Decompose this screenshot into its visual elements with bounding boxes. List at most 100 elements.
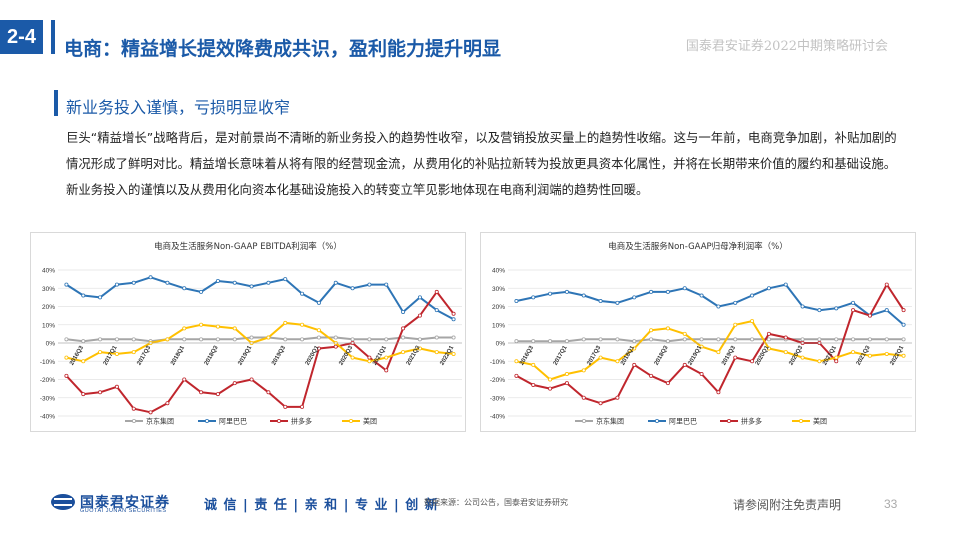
page-title: 电商：精益增长提效降费成共识，盈利能力提升明显 — [64, 38, 502, 60]
data-point — [333, 344, 338, 349]
data-point — [417, 337, 422, 342]
data-point — [232, 326, 237, 331]
series-line — [65, 276, 455, 321]
data-point — [81, 392, 86, 397]
y-tick-label: 0% — [496, 341, 506, 348]
data-point — [266, 335, 271, 340]
data-point — [851, 308, 856, 313]
legend-label: 美团 — [813, 417, 827, 426]
legend-label: 京东集团 — [596, 417, 624, 426]
chart-frame — [480, 232, 916, 432]
data-point — [766, 331, 771, 336]
data-point — [682, 337, 687, 342]
data-point — [581, 293, 586, 298]
data-point — [367, 359, 372, 364]
legend-marker — [582, 418, 587, 423]
data-point — [901, 308, 906, 313]
data-point — [249, 377, 254, 382]
y-tick-label: 40% — [492, 268, 505, 275]
data-point — [64, 373, 69, 378]
data-point — [615, 337, 620, 342]
data-point — [417, 313, 422, 318]
y-tick-label: 10% — [492, 322, 505, 329]
data-point — [867, 313, 872, 318]
data-point — [834, 337, 839, 342]
data-point — [131, 406, 136, 411]
data-point — [199, 289, 204, 294]
data-point — [434, 289, 439, 294]
data-point — [800, 337, 805, 342]
data-point — [401, 326, 406, 331]
data-point — [182, 377, 187, 382]
disclaimer-link[interactable]: 请参阅附注免责声明 — [733, 498, 842, 512]
data-point — [98, 390, 103, 395]
data-point — [283, 337, 288, 342]
y-tick-label: -20% — [490, 377, 505, 384]
legend-marker — [348, 418, 353, 423]
data-point — [649, 289, 654, 294]
logo-icon — [51, 494, 75, 510]
data-point — [148, 275, 153, 280]
data-point — [384, 337, 389, 342]
data-point — [716, 337, 721, 342]
data-point — [564, 289, 569, 294]
data-point — [434, 350, 439, 355]
data-point — [632, 362, 637, 367]
series-line — [515, 283, 905, 405]
data-point — [581, 368, 586, 373]
y-tick-label: 20% — [492, 304, 505, 311]
data-point — [514, 373, 519, 378]
data-point — [451, 351, 456, 356]
data-point — [114, 282, 119, 287]
chart-title: 电商及生活服务Non-GAAP归母净利润率（%） — [608, 241, 787, 252]
chart-ebitda-margin: 电商及生活服务Non-GAAP EBITDA利润率（%） 40% 30% 20% 10%… — [30, 232, 466, 432]
data-point — [531, 339, 536, 344]
series-line — [516, 283, 905, 326]
data-point — [800, 355, 805, 360]
data-point — [283, 404, 288, 409]
data-point — [733, 337, 738, 342]
data-point — [901, 353, 906, 358]
data-point — [615, 359, 620, 364]
data-point — [699, 337, 704, 342]
data-point — [615, 395, 620, 400]
data-point — [514, 339, 519, 344]
series-line — [65, 290, 455, 414]
series-line — [516, 320, 904, 381]
data-point — [114, 337, 119, 342]
chart-net-margin: 电商及生活服务Non-GAAP归母净利润率（%） 40% 30% 20% 10% 0% -1… — [480, 232, 916, 432]
data-point — [716, 390, 721, 395]
data-point — [98, 337, 103, 342]
data-point — [266, 390, 271, 395]
chart-title: 电商及生活服务Non-GAAP EBITDA利润率（%） — [154, 241, 342, 252]
y-tick-label: -10% — [490, 359, 505, 366]
data-point — [783, 350, 788, 355]
data-point — [598, 355, 603, 360]
data-point — [148, 410, 153, 415]
data-point — [367, 337, 372, 342]
data-point — [834, 355, 839, 360]
data-point — [451, 335, 456, 340]
series-line — [66, 321, 454, 363]
data-point — [750, 337, 755, 342]
data-point — [98, 350, 103, 355]
data-point — [531, 295, 536, 300]
data-point — [232, 280, 237, 285]
data-point — [165, 337, 170, 342]
data-point — [851, 300, 856, 305]
y-tick-label: 40% — [42, 268, 55, 275]
data-point — [367, 282, 372, 287]
section-number: 2-4 — [0, 20, 43, 54]
data-point — [834, 359, 839, 364]
data-point — [750, 359, 755, 364]
legend-label: 拼多多 — [291, 417, 312, 426]
data-point — [817, 308, 822, 313]
data-point — [581, 337, 586, 342]
data-point — [434, 335, 439, 340]
page-number: 33 — [884, 497, 898, 511]
data-point — [817, 337, 822, 342]
y-tick-label: -30% — [40, 395, 55, 402]
data-point — [615, 300, 620, 305]
data-point — [316, 346, 321, 351]
data-point — [300, 404, 305, 409]
